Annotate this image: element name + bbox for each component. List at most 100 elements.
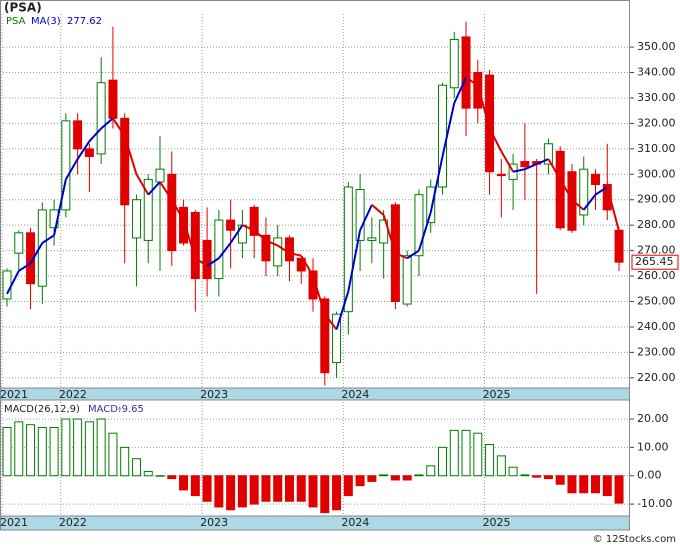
legend-ma: MA(3) [31,16,61,27]
last-price: 265.45 [635,255,674,268]
macd-bar [2,427,12,477]
ma-line [406,249,420,260]
candle-body [61,120,71,211]
ma-line [53,179,67,236]
ma-line [382,214,397,254]
macd-bar [14,421,24,477]
macd-bar [343,475,353,497]
candle-body [214,219,224,280]
ma-line [488,128,503,152]
y-tick-label: 260.00 [637,269,676,282]
candle-body [343,186,353,313]
ma-line [6,270,20,295]
ma-line [476,84,491,129]
ma-line [159,181,173,201]
macd-bar [120,446,130,477]
macd-bar [84,421,94,477]
macd-bar [485,444,495,477]
y-tick-label: 340.00 [637,66,676,79]
candle-body [2,270,12,300]
y-tick-label: 10.00 [637,440,669,453]
chart-title: (PSA) [4,1,42,15]
ma-line [465,76,479,87]
ma-line [277,244,291,254]
candle-body [614,229,624,263]
ma-line [323,313,338,331]
ma-line [265,239,279,247]
candle-body [591,173,600,185]
y-tick-label: 350.00 [637,40,676,53]
frame [0,0,630,530]
macd-bar [355,475,365,487]
candle-body [273,237,283,267]
macd-bar [614,475,624,504]
ma-line [41,234,55,244]
macd-bar [320,475,330,514]
macd-bar [591,475,600,494]
macd-bar [543,475,553,480]
macd-bar [508,466,518,477]
legend-ma-value: 277.62 [67,16,102,27]
ma-line [182,219,197,259]
macd-bar [143,470,153,477]
macd-bar [155,475,165,477]
macd-bar [520,474,530,477]
candle-body [202,239,212,280]
x-tick-label: 2025 [483,516,511,529]
macd-bar [237,475,247,508]
y-tick-label: 320.00 [637,116,676,129]
ma-line [536,158,549,166]
macd-bar [167,475,177,480]
ma-line [547,158,562,180]
macd-bar [37,427,47,477]
ma-line [312,275,326,315]
ma-line [453,77,467,104]
y-tick-label: 20.00 [637,412,669,425]
macd-bar [437,446,447,477]
macd-bar [202,475,212,502]
candle-body [367,237,377,241]
ma-line [170,199,185,221]
candle-body [320,298,330,374]
x-tick-label: 2025 [483,388,511,401]
macd-value: -9.65 [118,404,144,415]
x-tick-label: 2024 [341,516,369,529]
y-tick-label: 330.00 [637,91,676,104]
candle-body [355,189,365,241]
ma-line [559,178,573,201]
ma-line [571,198,585,211]
ma-line [206,257,220,267]
macd-bar [555,475,565,485]
macd-bar [402,475,412,481]
candle-body [602,183,612,211]
macd-bar [602,475,612,497]
ma-line [359,204,373,231]
candle-body [120,117,130,206]
macd-bar [179,475,189,491]
y-tick-label: 220.00 [637,371,676,384]
ma-line [242,224,255,232]
ma-line [371,204,385,216]
macd-bar [131,458,141,477]
ma-line [135,173,150,196]
ma-line [289,252,302,257]
macd-bar [426,465,436,477]
macd-bar [73,418,83,477]
candle-body [179,206,189,244]
ma-line [253,229,267,242]
x-tick-label: 2024 [341,388,369,401]
macd-bar [461,429,471,477]
macd-bar [496,455,506,477]
ma-line [123,135,138,175]
candle-body [332,313,342,364]
ma-line [88,127,102,142]
candle-body [379,219,389,244]
ma-line [582,194,597,211]
ma-line [112,117,126,137]
x-tick-label: 2022 [59,516,87,529]
macd-bar [367,475,377,482]
candle-body [167,173,177,252]
ma-line [76,140,91,160]
ma-line [147,181,161,196]
